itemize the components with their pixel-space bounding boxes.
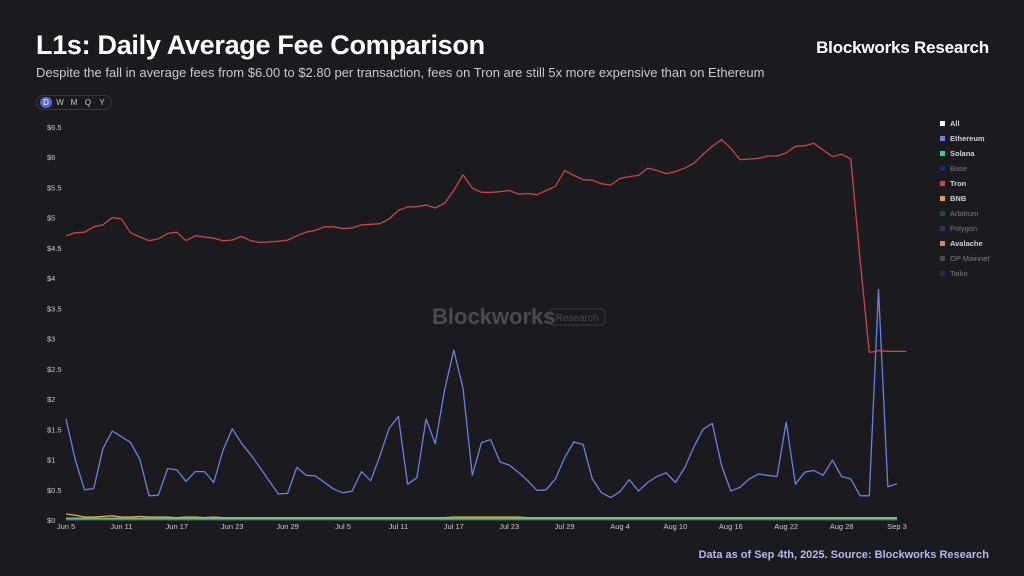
period-y-button[interactable]: Y xyxy=(99,98,105,107)
legend-label: Polygon xyxy=(950,224,978,233)
legend-swatch xyxy=(940,226,945,231)
legend-item-base[interactable]: Base xyxy=(940,161,989,176)
legend-label: Tron xyxy=(950,179,967,188)
legend-label: Solana xyxy=(950,149,975,158)
legend-label: Base xyxy=(950,164,968,173)
legend-swatch xyxy=(940,241,945,246)
source-note: Data as of Sep 4th, 2025. Source: Blockw… xyxy=(698,549,989,561)
y-tick-label: $4.5 xyxy=(47,244,62,253)
legend-label: BNB xyxy=(950,194,967,203)
period-w-button[interactable]: W xyxy=(56,98,64,107)
x-axis: Jun 5 Jun 11 Jun 17 Jun 23 Jun 29 Jul 5 Jul 11… xyxy=(57,519,907,531)
y-tick-label: $4 xyxy=(47,274,55,283)
x-tick-label: Jul 17 xyxy=(444,522,464,531)
series-line-ethereum xyxy=(65,288,898,499)
y-tick-label: $1.5 xyxy=(47,425,62,434)
legend-swatch xyxy=(940,151,945,156)
x-tick-label: Aug 28 xyxy=(830,522,854,531)
watermark-tag: Research xyxy=(556,313,599,324)
chart-subtitle: Despite the fall in average fees from $6… xyxy=(36,65,765,80)
x-tick-label: Jul 29 xyxy=(555,522,575,531)
series-line-bnb xyxy=(65,513,897,519)
y-tick-label: $2.5 xyxy=(47,365,62,374)
legend-swatch xyxy=(940,256,945,261)
y-axis: $0 $0.5 $1 $1.5 $2 $2.5 $3 $3.5 $4 $4.5 $5 $5.5 $6 $6… xyxy=(47,123,62,525)
legend-item-polygon[interactable]: Polygon xyxy=(940,221,989,236)
y-tick-label: $5 xyxy=(47,214,55,223)
legend-swatch xyxy=(940,271,945,276)
legend-item-all[interactable]: All xyxy=(940,116,989,131)
legend-label: All xyxy=(950,119,960,128)
y-tick-label: $3.5 xyxy=(47,304,62,313)
watermark: Blockworks Research xyxy=(432,304,606,329)
legend-item-solana[interactable]: Solana xyxy=(940,146,989,161)
y-tick-label: $6 xyxy=(47,153,55,162)
y-tick-label: $6.5 xyxy=(47,123,62,132)
x-tick-label: Jun 17 xyxy=(166,522,189,531)
y-tick-label: $3 xyxy=(47,335,55,344)
x-tick-label: Jun 29 xyxy=(276,522,299,531)
period-q-button[interactable]: Q xyxy=(84,98,92,107)
y-tick-label: $0.5 xyxy=(47,486,62,495)
legend-label: Arbitrum xyxy=(950,209,979,218)
x-tick-label: Jun 11 xyxy=(110,522,132,531)
legend-item-avalache[interactable]: Avalache xyxy=(940,236,989,251)
chart-title: L1s: Daily Average Fee Comparison xyxy=(36,30,485,60)
series-layer xyxy=(65,139,907,520)
legend-swatch xyxy=(940,166,945,171)
x-tick-label: Aug 4 xyxy=(610,522,630,531)
legend-item-tron[interactable]: Tron xyxy=(940,176,989,191)
brand-logo: Blockworks Research xyxy=(816,38,989,57)
watermark-pill xyxy=(548,308,606,326)
legend-swatch xyxy=(940,136,945,141)
period-m-button[interactable]: M xyxy=(70,98,78,107)
x-tick-label: Jul 23 xyxy=(499,522,519,531)
series-line-tron xyxy=(65,139,907,354)
legend: All Ethereum Solana Base Tron BNB Arbitrum Poly… xyxy=(940,116,989,281)
x-tick-label: Sep 3 xyxy=(887,522,907,531)
legend-item-op-mainnet[interactable]: OP Mainnet xyxy=(940,251,989,266)
legend-swatch xyxy=(940,121,945,126)
legend-label: OP Mainnet xyxy=(950,254,990,263)
x-tick-label: Jun 23 xyxy=(221,522,244,531)
x-tick-label: Aug 16 xyxy=(719,522,743,531)
y-tick-label: $1 xyxy=(47,456,55,465)
x-tick-label: Jul 11 xyxy=(389,522,408,531)
x-tick-label: Jun 5 xyxy=(57,522,75,531)
legend-item-arbitrum[interactable]: Arbitrum xyxy=(940,206,989,221)
y-tick-label: $0 xyxy=(47,516,55,525)
y-tick-label: $2 xyxy=(47,395,55,404)
legend-swatch xyxy=(940,211,945,216)
legend-item-bnb[interactable]: BNB xyxy=(940,191,989,206)
period-d-button[interactable]: D xyxy=(40,97,52,108)
y-tick-label: $5.5 xyxy=(47,183,62,192)
legend-label: Avalache xyxy=(950,239,983,248)
legend-label: Ethereum xyxy=(950,134,985,143)
legend-item-taiko[interactable]: Taiko xyxy=(940,266,989,281)
watermark-brand: Blockworks xyxy=(432,304,556,329)
legend-item-ethereum[interactable]: Ethereum xyxy=(940,131,989,146)
x-tick-label: Aug 22 xyxy=(774,522,798,531)
x-tick-label: Aug 10 xyxy=(664,522,688,531)
legend-label: Taiko xyxy=(950,269,968,278)
legend-swatch xyxy=(940,196,945,201)
x-tick-label: Jul 5 xyxy=(335,522,351,531)
legend-swatch xyxy=(940,181,945,186)
